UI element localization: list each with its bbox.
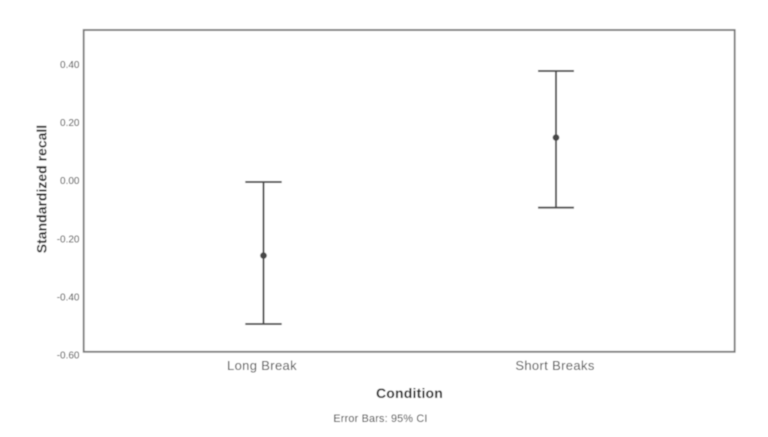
svg-text:0.00: 0.00 (60, 176, 80, 187)
svg-text:Short Breaks: Short Breaks (515, 358, 594, 373)
svg-text:-0.60: -0.60 (57, 351, 80, 362)
svg-text:Long Break: Long Break (227, 358, 297, 373)
svg-text:Error Bars: 95% CI: Error Bars: 95% CI (333, 413, 427, 425)
svg-text:0.40: 0.40 (60, 60, 80, 71)
svg-text:Standardized recall: Standardized recall (34, 125, 50, 253)
svg-text:0.20: 0.20 (60, 118, 80, 129)
svg-text:-0.20: -0.20 (57, 234, 80, 245)
svg-text:-0.40: -0.40 (57, 292, 80, 303)
svg-text:Condition: Condition (376, 385, 443, 401)
